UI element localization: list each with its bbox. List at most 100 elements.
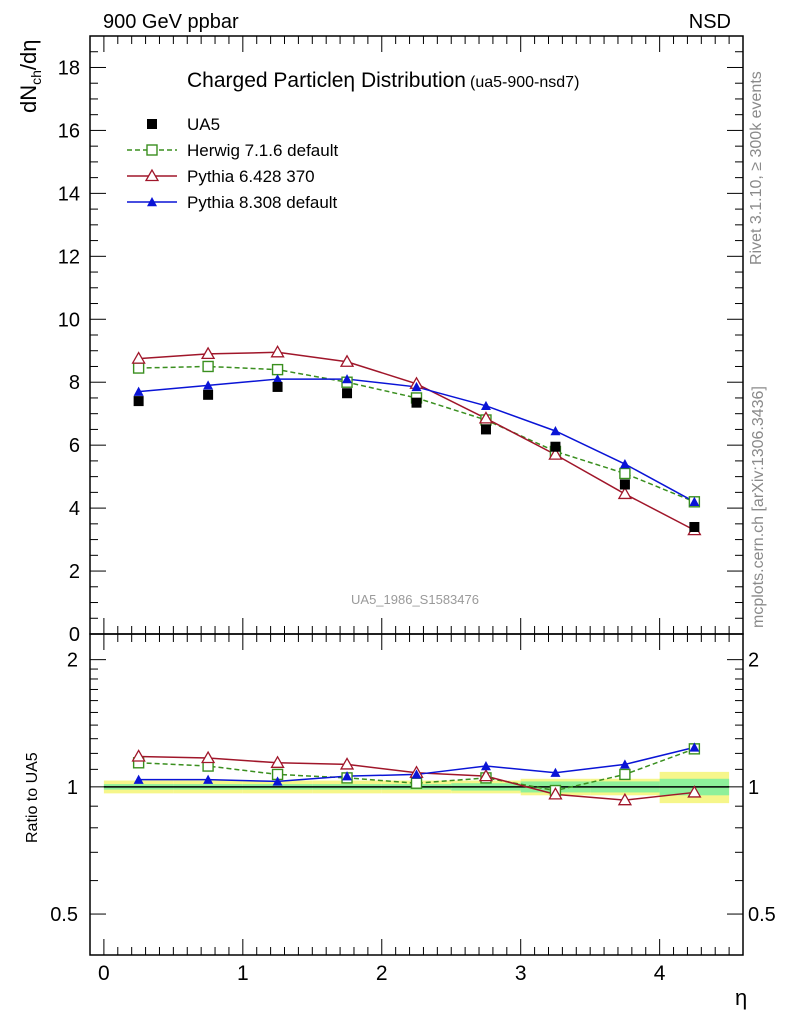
data-point-ua5 xyxy=(342,388,353,399)
ratio-y-tick-label-right: 1 xyxy=(748,777,759,799)
data-point-pythia-8-308-default xyxy=(411,381,422,392)
ratio-line-herwig-7-1-6-default xyxy=(138,748,695,792)
legend-label-pythia-6-428-370: Pythia 6.428 370 xyxy=(187,167,315,186)
header-left: 900 GeV ppbar xyxy=(103,11,239,33)
ratio-point-herwig-7-1-6-default xyxy=(619,768,631,781)
data-point-ua5 xyxy=(550,441,561,452)
side-label-rivet: Rivet 3.1.10, ≥ 300k events xyxy=(748,71,765,265)
y-tick-label: 2 xyxy=(69,561,80,583)
legend-marker-herwig-7-1-6-default xyxy=(146,144,158,156)
data-point-pythia-8-308-default xyxy=(480,400,491,411)
ratio-point-pythia-8-308-default xyxy=(689,742,700,752)
data-point-pythia-6-428-370 xyxy=(617,486,633,500)
y-tick-label: 16 xyxy=(58,120,80,142)
ratio-point-pythia-6-428-370 xyxy=(617,792,633,806)
legend-marker-pythia-6-428-370 xyxy=(144,168,160,182)
y-tick-label: 18 xyxy=(58,57,80,79)
ratio-point-pythia-8-308-default xyxy=(411,769,422,779)
axis-ticks xyxy=(90,35,743,956)
chart-title-main: Charged Particle xyxy=(187,69,343,92)
x-tick-label: 3 xyxy=(515,962,527,985)
data-point-pythia-8-308-default xyxy=(133,386,144,396)
y-tick-label: 6 xyxy=(69,435,80,457)
data-point-pythia-8-308-default xyxy=(272,374,283,384)
data-point-ua5 xyxy=(411,397,422,408)
ratio-point-pythia-8-308-default xyxy=(272,776,283,786)
ratio-y-axis-label: Ratio to UA5 xyxy=(24,752,41,843)
ratio-plot-frame xyxy=(89,633,744,956)
data-point-pythia-8-308-default xyxy=(619,459,630,469)
legend-marker-pythia-8-308-default xyxy=(147,197,157,207)
y-tick-label: 0 xyxy=(69,624,80,646)
data-point-herwig-7-1-6-default xyxy=(202,360,214,373)
data-point-pythia-8-308-default xyxy=(203,380,214,390)
y-tick-label: 4 xyxy=(69,498,80,520)
x-tick-label: 0 xyxy=(98,962,110,985)
ratio-y-tick-label: 2 xyxy=(67,650,78,672)
ratio-point-pythia-6-428-370 xyxy=(339,757,355,770)
ratio-point-pythia-8-308-default xyxy=(619,759,630,769)
y-tick-label: 10 xyxy=(58,309,80,331)
header-right: NSD xyxy=(689,11,731,33)
analysis-watermark: UA5_1986_S1583476 xyxy=(351,592,479,607)
ratio-point-pythia-6-428-370 xyxy=(687,785,702,798)
y-axis-label-part2: /dη xyxy=(16,39,41,70)
ratio-point-pythia-8-308-default xyxy=(203,774,214,784)
ratio-point-pythia-6-428-370 xyxy=(478,768,494,782)
legend-label-ua5: UA5 xyxy=(187,115,220,134)
ratio-point-pythia-8-308-default xyxy=(480,761,491,771)
data-point-ua5 xyxy=(619,479,630,490)
data-point-pythia-6-428-370 xyxy=(200,346,216,360)
y-tick-label: 12 xyxy=(58,246,80,268)
x-tick-label: 1 xyxy=(237,962,249,985)
data-point-pythia-6-428-370 xyxy=(548,447,563,460)
legend-label-herwig-7-1-6-default: Herwig 7.1.6 default xyxy=(187,141,338,160)
ratio-point-pythia-6-428-370 xyxy=(548,787,563,800)
ratio-y-tick-label: 0.5 xyxy=(50,904,78,926)
data-point-herwig-7-1-6-default xyxy=(619,467,631,480)
ratio-series-markers xyxy=(131,742,702,806)
ratio-point-pythia-6-428-370 xyxy=(270,755,285,768)
legend-label-pythia-8-308-default: Pythia 8.308 default xyxy=(187,193,338,212)
data-point-pythia-8-308-default xyxy=(689,496,700,507)
chart-title: Charged Particleη Distribution (ua5-900-n… xyxy=(187,69,579,92)
data-point-pythia-6-428-370 xyxy=(478,411,494,424)
data-point-ua5 xyxy=(203,389,214,400)
main-series-markers xyxy=(131,345,702,536)
legend: UA5 Herwig 7.1.6 default Pythia 6.428 370 P… xyxy=(127,115,338,212)
ratio-point-pythia-8-308-default xyxy=(550,767,561,777)
chart-title-rest: Distribution xyxy=(355,69,466,92)
data-point-pythia-8-308-default xyxy=(550,425,561,436)
y-axis-label-sub: ch xyxy=(28,70,44,85)
ratio-point-herwig-7-1-6-default xyxy=(410,777,423,789)
x-tick-label: 2 xyxy=(376,962,388,985)
data-point-herwig-7-1-6-default xyxy=(132,362,145,374)
y-tick-label: 8 xyxy=(69,372,80,394)
ratio-y-tick-label-right: 0.5 xyxy=(748,904,776,926)
data-point-ua5 xyxy=(272,381,283,392)
y-axis-label-part1: dN xyxy=(16,85,41,113)
data-point-pythia-6-428-370 xyxy=(131,351,146,364)
ratio-point-pythia-6-428-370 xyxy=(131,749,146,762)
data-point-pythia-6-428-370 xyxy=(339,354,355,367)
y-tick-label: 14 xyxy=(58,183,80,205)
data-point-pythia-6-428-370 xyxy=(270,345,285,358)
legend-marker-ua5 xyxy=(147,119,157,129)
chart-title-symbol: η xyxy=(343,69,355,92)
data-point-pythia-8-308-default xyxy=(342,374,353,384)
ratio-point-pythia-8-308-default xyxy=(133,774,144,784)
data-point-ua5 xyxy=(689,521,700,532)
data-point-herwig-7-1-6-default xyxy=(271,363,284,376)
x-tick-label: 4 xyxy=(654,962,666,985)
data-point-ua5 xyxy=(133,396,144,407)
ratio-y-tick-label-right: 2 xyxy=(748,650,759,672)
ratio-point-pythia-8-308-default xyxy=(342,771,353,781)
ratio-y-tick-label: 1 xyxy=(67,777,78,799)
data-point-ua5 xyxy=(480,424,491,435)
chart-title-tag: (ua5-900-nsd7) xyxy=(470,74,579,91)
x-axis-label: η xyxy=(735,985,747,1010)
side-label-mcplots: mcplots.cern.ch [arXiv:1306.3436] xyxy=(750,386,767,628)
y-axis-label: dNch/dη xyxy=(16,39,44,113)
